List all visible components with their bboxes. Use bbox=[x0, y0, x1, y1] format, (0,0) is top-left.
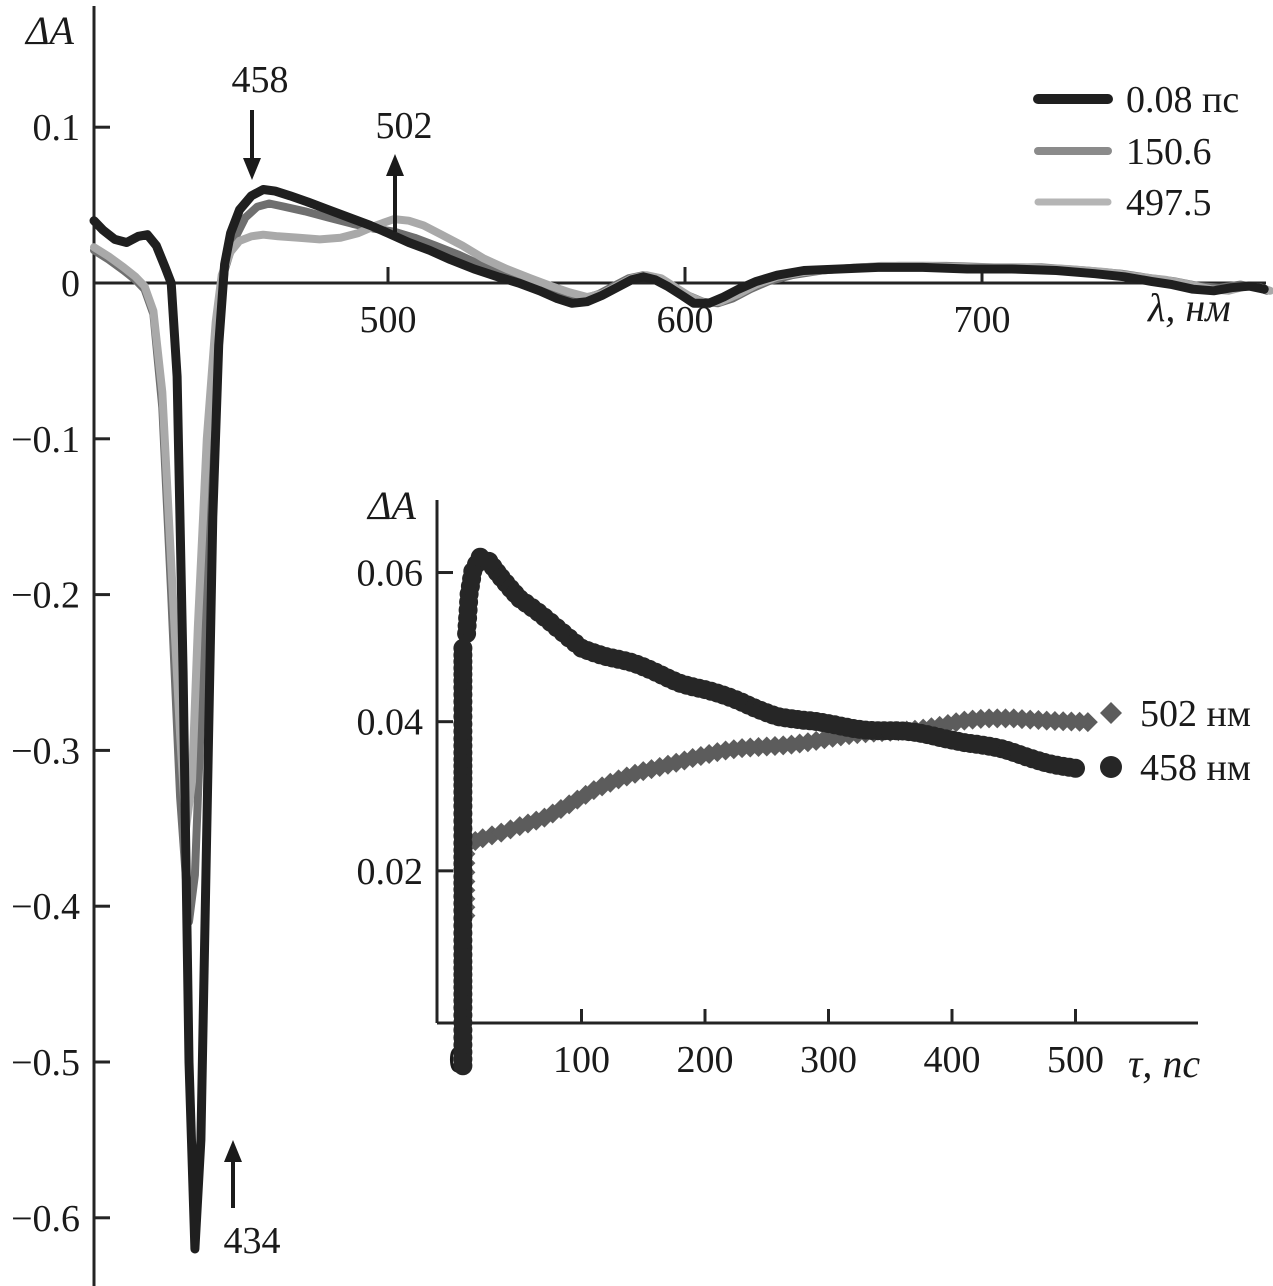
inset-kinetics-y-tick-label: 0.06 bbox=[357, 553, 424, 595]
legend-label: 150.6 bbox=[1126, 131, 1212, 173]
data-point-diamond bbox=[1077, 712, 1098, 733]
main-spectra-group: 500 600 7000.10−0.1−0.2−0.3−0.4−0.5−0.6λ, … bbox=[11, 6, 1273, 1286]
legend-label: 458 нм bbox=[1140, 747, 1251, 789]
main-spectra-y-tick-label: −0.5 bbox=[11, 1042, 80, 1084]
main-spectra-y-tick-label: −0.6 bbox=[11, 1198, 80, 1240]
annotation-label-434: 434 bbox=[224, 1220, 281, 1262]
main-spectra-series-curve-2 bbox=[89, 185, 1269, 1254]
main-spectra-x-tick-label: 500 bbox=[360, 299, 417, 341]
main-spectra-y-tick-label: 0 bbox=[61, 263, 80, 305]
data-point-circle bbox=[453, 638, 473, 658]
annotation-label-502: 502 bbox=[376, 105, 433, 147]
inset-kinetics-x-tick-label: 300 bbox=[800, 1039, 857, 1081]
main-spectra-y-tick-label: −0.2 bbox=[11, 575, 80, 617]
inset-kinetics-y-tick-label: 0.04 bbox=[357, 702, 424, 744]
legend-label: 0.08 пс bbox=[1126, 79, 1239, 121]
main-spectra-y-axis-label: ΔA bbox=[24, 8, 74, 53]
annotation-arrow-head bbox=[224, 1140, 242, 1162]
inset-kinetics-x-tick-label: 200 bbox=[677, 1039, 734, 1081]
inset-kinetics-y-tick-label: 0.02 bbox=[357, 851, 424, 893]
inset-kinetics-x-axis-label: τ, пс bbox=[1128, 1041, 1200, 1086]
annotation-arrow-head bbox=[386, 154, 404, 176]
inset-kinetics-series-1 bbox=[453, 547, 1085, 1076]
inset-kinetics-x-tick-label: 500 bbox=[1047, 1039, 1104, 1081]
annotation-arrow-head bbox=[243, 158, 261, 180]
data-point-circle bbox=[1066, 758, 1085, 778]
main-spectra-y-tick-label: 0.1 bbox=[33, 107, 81, 149]
main-spectra-y-tick-label: −0.1 bbox=[11, 419, 80, 461]
legend-label: 502 нм bbox=[1140, 693, 1251, 735]
legend-label: 497.5 bbox=[1126, 182, 1212, 224]
legend-diamond-swatch bbox=[1100, 702, 1122, 724]
main-spectra-y-tick-label: −0.3 bbox=[11, 730, 80, 772]
annotation-label-458: 458 bbox=[232, 59, 289, 101]
legend-circle-swatch bbox=[1100, 756, 1122, 778]
inset-kinetics-x-tick-label: 400 bbox=[924, 1039, 981, 1081]
inset-kinetics-x-tick-label: 100 bbox=[553, 1039, 610, 1081]
main-spectra-x-tick-label: 700 bbox=[954, 299, 1011, 341]
inset-kinetics-y-axis-label: ΔA bbox=[366, 483, 416, 528]
main-spectra-y-tick-label: −0.4 bbox=[11, 886, 80, 928]
